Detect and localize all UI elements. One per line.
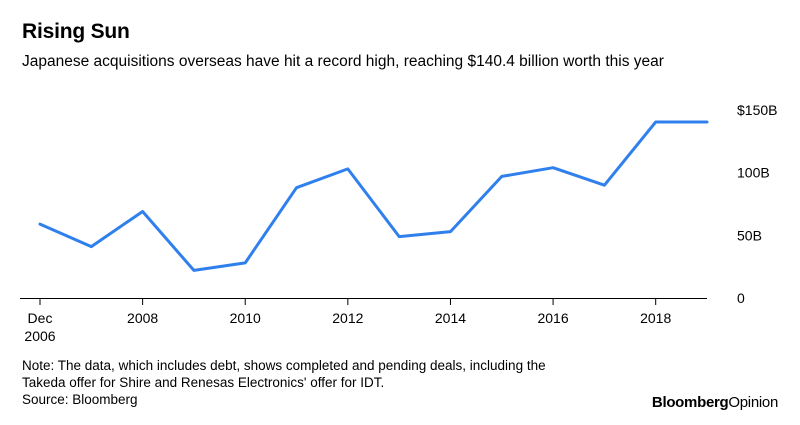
y-tick-label-3: $150B <box>737 102 777 118</box>
series-line <box>38 120 709 272</box>
x-tick-label-2: 2010 <box>230 310 261 326</box>
chart-note: Note: The data, which includes debt, sho… <box>22 357 546 408</box>
x-tick-label-0-0: Dec <box>28 310 53 326</box>
chart-subtitle: Japanese acquisitions overseas have hit … <box>22 53 664 70</box>
x-tick-label-4: 2014 <box>435 310 466 326</box>
y-tick-label-0: 0 <box>737 290 745 306</box>
x-tick-label-6: 2018 <box>640 310 671 326</box>
x-tick-label-5: 2016 <box>537 310 568 326</box>
brand-part-1: Bloomberg <box>651 394 729 411</box>
y-tick-label-1: 50B <box>737 227 762 243</box>
y-tick-label-2: 100B <box>737 165 770 181</box>
source-line: Source: Bloomberg <box>22 392 138 407</box>
note-line-2: Takeda offer for Shire and Renesas Elect… <box>22 375 385 390</box>
x-tick-label-3: 2012 <box>332 310 363 326</box>
brand-part-2: Opinion <box>728 394 778 411</box>
x-tick-label-0-1: 2006 <box>24 328 55 344</box>
note-line-1: Note: The data, which includes debt, sho… <box>22 358 546 373</box>
chart-title: Rising Sun <box>22 20 130 43</box>
x-tick-label-1: 2008 <box>127 310 158 326</box>
bloomberg-opinion-logo: BloombergOpinion <box>652 394 778 411</box>
